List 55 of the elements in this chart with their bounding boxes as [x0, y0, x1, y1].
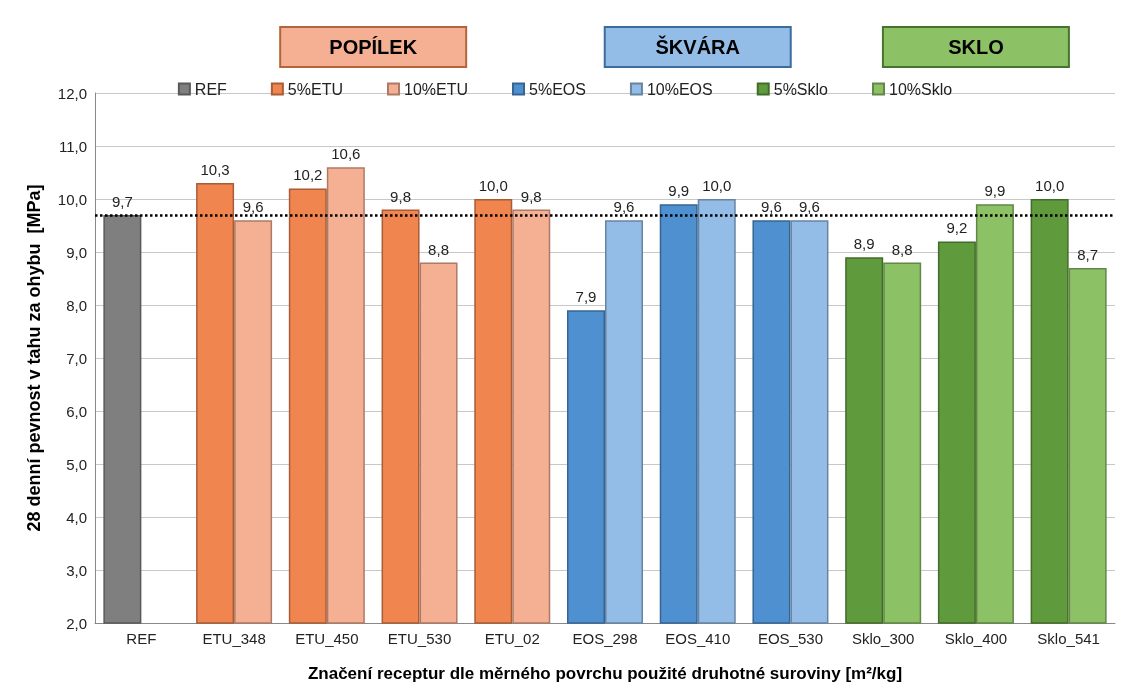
legend-label: 10%Sklo: [888, 80, 953, 98]
data-label: 9,6: [761, 198, 782, 216]
y-tick-label: 11,0: [58, 137, 87, 155]
data-label: 9,2: [946, 219, 968, 237]
data-label: 10,6: [331, 145, 361, 163]
y-tick-label: 12,0: [57, 84, 87, 102]
legend-label: 10%ETU: [403, 80, 469, 98]
legend-label: REF: [194, 80, 228, 98]
data-label: 7,9: [575, 288, 597, 306]
x-tick-label: REF: [126, 630, 157, 647]
data-label: 9,6: [613, 198, 635, 216]
data-label: 9,8: [520, 187, 542, 205]
y-tick-label: 8,0: [66, 296, 87, 314]
y-tick-label: 10,0: [57, 190, 87, 208]
x-tick-label: ETU_02: [484, 630, 540, 647]
text: ŠKVÁRA: [655, 35, 740, 58]
legend-label: 10%EOS: [646, 80, 713, 98]
x-tick-label: Sklo_300: [851, 630, 915, 647]
data-label: 8,9: [853, 235, 875, 253]
data-label: 10,0: [702, 177, 732, 194]
data-label: 10,3: [200, 161, 230, 179]
x-tick-label: EOS_410: [665, 630, 731, 647]
data-label: 9,8: [390, 187, 411, 205]
y-tick-label: 3,0: [66, 561, 87, 579]
data-label: 10,2: [293, 166, 323, 184]
data-label: 8,8: [891, 240, 913, 258]
data-label: 9,9: [668, 182, 690, 200]
data-label: 9,6: [799, 198, 820, 216]
x-axis-title: Značení receptur dle měrného povrchu použité druhotné suroviny [m²/kg]: [307, 664, 903, 683]
x-tick-label: Sklo_541: [1037, 630, 1100, 647]
y-tick-label: 6,0: [66, 402, 87, 420]
x-tick-label: Sklo_400: [944, 630, 1008, 647]
text: SKLO: [948, 36, 1004, 58]
data-label: 10,0: [478, 177, 508, 194]
data-label: 9,6: [242, 198, 264, 216]
x-tick-label: ETU_450: [295, 630, 359, 647]
x-tick-label: ETU_530: [387, 630, 452, 647]
y-tick-label: 5,0: [66, 455, 87, 473]
y-tick-label: 2,0: [66, 614, 87, 632]
text: POPÍLEK: [329, 36, 418, 58]
x-tick-label: EOS_298: [572, 630, 638, 647]
legend-label: 5%Sklo: [773, 80, 829, 98]
y-axis-title: 28 denní pevnost v tahu za ohybu [MPa]: [24, 184, 44, 532]
y-tick-label: 9,0: [66, 243, 87, 261]
data-label: 8,8: [428, 240, 449, 258]
y-tick-label: 4,0: [66, 508, 87, 526]
legend-label: 5%EOS: [529, 80, 586, 98]
data-label: 10,0: [1035, 177, 1065, 194]
x-tick-label: ETU_348: [202, 630, 266, 647]
legend-label: 5%ETU: [287, 80, 343, 98]
data-label: 8,7: [1077, 245, 1099, 263]
data-label: 9,9: [984, 182, 1006, 200]
data-label: 9,7: [111, 192, 133, 210]
x-tick-label: EOS_530: [757, 630, 823, 647]
y-tick-label: 7,0: [66, 349, 87, 367]
